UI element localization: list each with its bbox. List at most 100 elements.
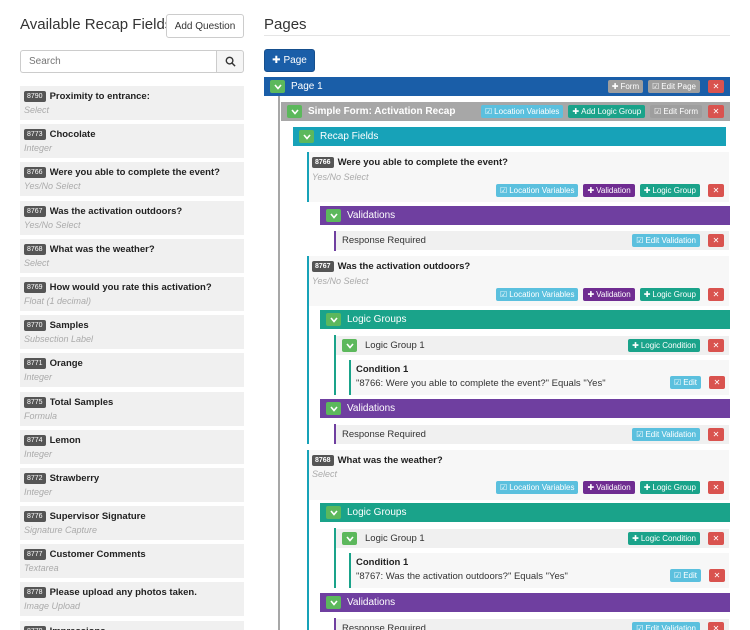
delete-question-button[interactable]: ✕ [708,288,724,301]
delete-validation-button[interactable]: ✕ [708,622,724,630]
location-variables-button[interactable]: ☑ Location Variables [496,184,579,197]
chevron-down-icon[interactable] [287,105,302,118]
question-id-badge: 8766 [312,157,334,168]
delete-logic-group-button[interactable]: ✕ [708,339,724,352]
field-id-badge: 8790 [24,91,46,102]
field-item[interactable]: 8766 Were you able to complete the event?… [20,162,244,197]
edit-validation-button[interactable]: ☑ Edit Validation [632,428,700,441]
add-validation-button[interactable]: ✚ Validation [583,288,635,301]
edit-validation-button[interactable]: ☑ Edit Validation [632,234,700,247]
search-button[interactable] [216,50,244,73]
field-item[interactable]: 8774 Lemon Integer [20,429,244,464]
validation-line [334,231,336,251]
chevron-down-icon[interactable] [342,339,357,352]
validations-bar[interactable]: Validations [320,399,730,418]
chevron-down-icon[interactable] [342,532,357,545]
close-icon: ✕ [713,571,721,580]
field-header: 8767 Was the activation outdoors? [24,205,240,218]
logic-group-row[interactable]: Logic Group 1 ✚ Logic Condition ✕ [336,529,729,548]
close-icon: ✕ [712,624,720,630]
add-validation-button[interactable]: ✚ Validation [583,184,635,197]
delete-question-button[interactable]: ✕ [708,184,724,197]
delete-validation-button[interactable]: ✕ [708,234,724,247]
add-logic-group-button[interactable]: ✚ Logic Group [639,184,700,197]
delete-form-button[interactable]: ✕ [708,105,724,118]
field-item[interactable]: 8773 Chocolate Integer [20,124,244,159]
field-name: Orange [49,358,83,370]
close-icon: ✕ [712,534,720,543]
edit-condition-button[interactable]: ☑ Edit [670,376,701,389]
logic-groups-bar[interactable]: Logic Groups [320,310,730,329]
add-logic-condition-button[interactable]: ✚ Logic Condition [628,532,700,545]
close-icon: ✕ [712,82,720,91]
field-item[interactable]: 8775 Total Samples Formula [20,391,244,426]
validation-line [334,424,336,444]
field-item[interactable]: 8776 Supervisor Signature Signature Captur… [20,506,244,541]
chevron-down-icon[interactable] [326,506,341,519]
chevron-down-icon[interactable] [299,130,314,143]
add-logic-group-button[interactable]: ✚ Logic Group [639,481,700,494]
field-item[interactable]: 8771 Orange Integer [20,353,244,388]
field-id-badge: 8774 [24,434,46,446]
chevron-down-icon[interactable] [326,313,341,326]
field-id-badge: 8766 [24,167,46,179]
delete-logic-group-button[interactable]: ✕ [708,532,724,545]
edit-validation-button[interactable]: ☑ Edit Validation [632,622,700,630]
search-input[interactable] [20,50,216,73]
logic-groups-label: Logic Groups [347,507,407,518]
field-name: Was the activation outdoors? [49,205,183,217]
field-header: 8779 Impressions [24,625,240,630]
form-location-variables-button[interactable]: ☑ Location Variables [481,105,564,118]
validations-bar[interactable]: Validations [320,593,730,612]
field-item[interactable]: 8768 What was the weather? Select [20,238,244,273]
location-variables-button[interactable]: ☑ Location Variables [496,288,579,301]
delete-question-button[interactable]: ✕ [708,481,724,494]
field-item[interactable]: 8767 Was the activation outdoors? Yes/No S… [20,200,244,235]
question-line [307,152,309,202]
delete-page-button[interactable]: ✕ [708,80,724,93]
field-item[interactable]: 8790 Proximity to entrance: Select [20,86,244,120]
logic-group-row[interactable]: Logic Group 1 ✚ Logic Condition ✕ [336,336,729,355]
edit-icon: ☑ [654,107,662,116]
page-1-bar[interactable]: Page 1 ✚ Form ☑ Edit Page ✕ [264,77,730,96]
field-id-badge: 8775 [24,396,46,408]
edit-icon: ☑ [652,82,660,91]
edit-page-button[interactable]: ☑ Edit Page [648,80,700,93]
delete-condition-button[interactable]: ✕ [709,376,725,389]
add-validation-button[interactable]: ✚ Validation [583,481,635,494]
add-page-button[interactable]: ✚ Page [264,49,315,72]
field-header: 8770 Samples [24,319,240,332]
chevron-down-icon[interactable] [326,209,341,222]
logic-groups-bar[interactable]: Logic Groups [320,503,730,522]
chevron-down-icon[interactable] [326,596,341,609]
field-type: Signature Capture [24,525,98,536]
delete-validation-button[interactable]: ✕ [708,428,724,441]
field-id-badge: 8767 [24,205,46,217]
field-item[interactable]: 8777 Customer Comments Textarea [20,544,244,579]
delete-condition-button[interactable]: ✕ [709,569,725,582]
chevron-down-icon[interactable] [326,402,341,415]
add-logic-group-button[interactable]: ✚ Logic Group [639,288,700,301]
chevron-down-icon[interactable] [270,80,285,93]
field-item[interactable]: 8769 How would you rate this activation? F… [20,276,244,311]
location-variables-button[interactable]: ☑ Location Variables [496,481,579,494]
field-item[interactable]: 8772 Strawberry Integer [20,467,244,502]
add-form-button[interactable]: ✚ Form [607,80,644,93]
field-item[interactable]: 8770 Samples Subsection Label [20,315,244,350]
add-logic-condition-button[interactable]: ✚ Logic Condition [628,339,700,352]
plus-icon: ✚ [643,290,651,299]
recap-fields-bar[interactable]: Recap Fields [293,127,726,146]
edit-form-button[interactable]: ☑ Edit Form [650,105,702,118]
field-name: Please upload any photos taken. [49,587,197,599]
form-bar[interactable]: Simple Form: Activation Recap ☑ Location … [281,102,730,121]
add-logic-group-button[interactable]: ✚ Add Logic Group [568,105,646,118]
logic-line [334,335,336,395]
validations-bar[interactable]: Validations [320,206,730,225]
field-name: Total Samples [49,396,114,408]
edit-icon: ☑ [500,290,508,299]
edit-condition-button[interactable]: ☑ Edit [670,569,701,582]
question-actions: ☑ Location Variables ✚ Validation ✚ Logic G… [309,481,724,494]
add-question-button[interactable]: Add Question [166,14,244,38]
field-item[interactable]: 8779 Impressions [20,620,244,630]
field-item[interactable]: 8778 Please upload any photos taken. Image… [20,582,244,617]
